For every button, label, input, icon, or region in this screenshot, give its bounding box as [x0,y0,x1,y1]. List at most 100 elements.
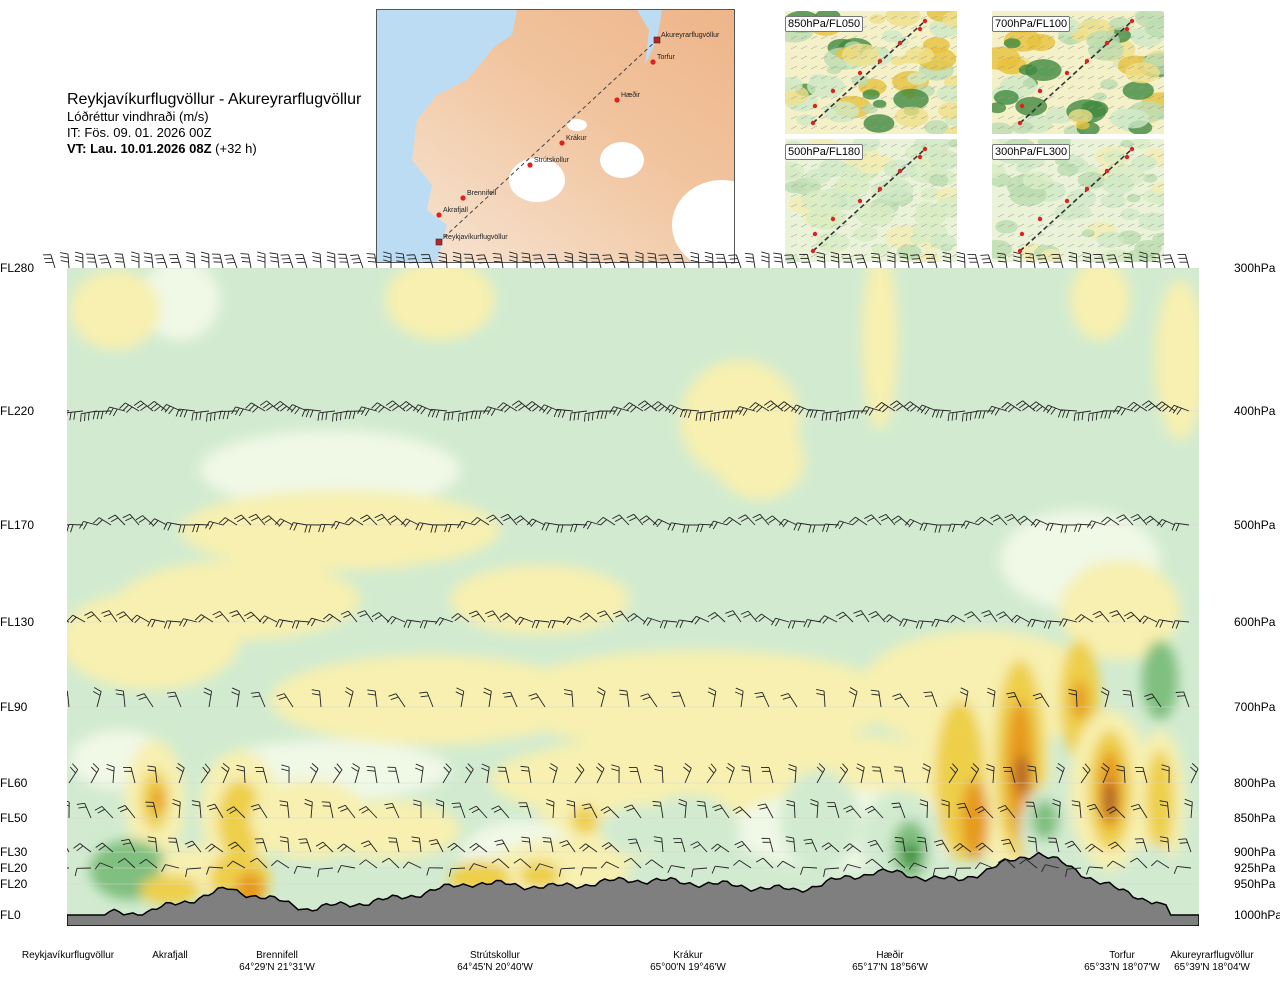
velocity-contour-blob [1016,755,1028,795]
wind-barb-top-feather [1106,254,1115,256]
wind-barb [96,691,102,708]
wind-barb [587,520,602,526]
minimap-barb [930,183,938,188]
wind-barb-feather [1090,521,1096,529]
minimap-barb [930,85,938,90]
wind-barb [566,840,576,853]
wind-barb-feather [491,858,499,864]
minimap-barb [1127,243,1135,248]
minimap-barb [880,223,888,228]
wind-barb-top-feather [729,258,738,260]
wind-barb [506,612,518,623]
wind-barb-feather [93,687,102,692]
wind-barb-feather [322,524,326,533]
wind-barb-feather [1071,800,1080,803]
minimap-barb [900,153,908,158]
wind-barb-feather [278,520,285,527]
minimap-barb [1017,173,1025,178]
minimap-blob [1117,109,1150,129]
minimap-barb [997,233,1005,238]
minimap-barb [870,45,878,50]
wind-barb-feather [416,405,423,413]
wind-barb-top [176,254,182,269]
wind-barb [913,862,928,869]
wind-barb-feather [172,798,181,803]
waypoint-coord: 64°45'N 20°40'W [457,962,533,973]
wind-barb-top-feather [225,258,234,260]
wind-barb-feather [67,694,68,696]
wind-barb-feather [427,409,432,417]
wind-barb-feather [726,766,734,773]
wind-barb-feather [752,513,761,519]
wind-barb-feather [371,402,378,409]
minimap-barb [940,125,948,130]
minimap-barb [1077,45,1085,50]
wind-barb-top [964,253,966,269]
minimap-barb [1147,203,1155,208]
waypoint-label: Brennifell 64°29'N 21°31'W [227,950,327,974]
map-station-marker [527,162,533,168]
minimap-barb [870,75,878,80]
wind-barb-top-feather [564,251,573,255]
minimap-blob [924,120,949,134]
wind-barb [1010,767,1016,784]
wind-barb-top [554,254,560,269]
minimap-barb [800,85,808,90]
fl-label: FL50 [0,811,28,825]
wind-barb-feather [627,613,635,619]
minimap-station [810,248,816,254]
wind-barb-top-feather [240,253,249,255]
minimap-blob [1138,212,1164,231]
wind-barb [154,518,168,526]
wind-barb-feather [604,844,612,850]
minimap-station [1019,103,1025,109]
minimap-barb [1117,253,1125,258]
wind-barb-feather [683,766,690,773]
wind-barb-feather [58,410,61,417]
wind-barb-top-feather [143,252,152,255]
top-wind-barbs [42,251,1190,269]
minimap-blob [1003,38,1021,49]
wind-barb-feather [997,858,1006,863]
fl-label: FL60 [0,776,28,790]
wind-barb-feather [358,806,367,811]
wind-barb-feather [133,400,141,406]
wind-barb-feather [456,687,464,692]
wind-barb-feather [654,768,663,772]
wind-barb [510,692,518,708]
wind-barb-feather [122,404,129,411]
wind-barb-feather [956,845,964,852]
wind-barb-feather [139,858,147,865]
wind-barb [589,803,598,819]
wind-barb-feather [412,404,419,412]
wind-barb-feather [315,841,324,847]
wind-barb [698,523,714,526]
wind-barb-feather [694,617,701,625]
wind-barb-feather [381,857,390,863]
wind-barb [365,859,378,869]
wind-barb-feather [311,763,319,769]
wind-barb-top [949,253,952,269]
wind-barb [84,803,92,819]
minimap-barb [1077,143,1085,148]
wind-barb [143,693,154,708]
wind-barb-feather [556,524,560,533]
wind-barb-feather [1175,691,1184,693]
wind-barb-feather [120,808,128,813]
wind-barb-feather [1161,768,1170,772]
wind-barb-feather [699,412,702,421]
wind-barb-feather [483,687,492,692]
minimap-barb [997,65,1005,70]
wind-barb-feather [892,402,901,409]
minimap-barb [930,75,938,80]
wind-barb-feather [321,412,324,421]
wind-barb-top [861,254,868,269]
minimap-barb [830,105,838,110]
minimap-barb [1137,25,1145,30]
wind-barb-top-feather [383,251,392,255]
minimap-barb [1007,125,1015,130]
wind-barb-feather [361,407,366,416]
wind-barb [988,610,998,623]
wind-barb-top [654,254,658,269]
wind-barb-top-feather [1151,256,1160,259]
